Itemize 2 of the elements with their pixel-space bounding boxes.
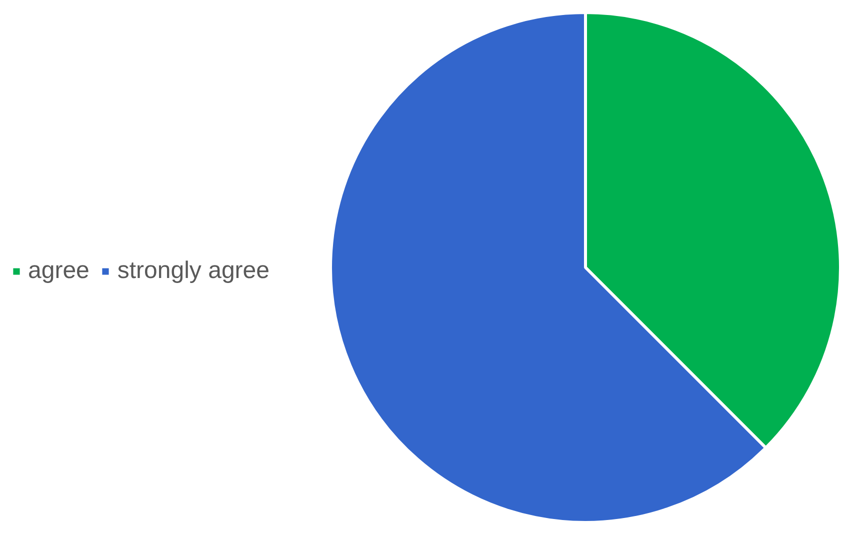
legend-label: agree <box>28 257 90 285</box>
legend-label: strongly agree <box>117 257 270 285</box>
